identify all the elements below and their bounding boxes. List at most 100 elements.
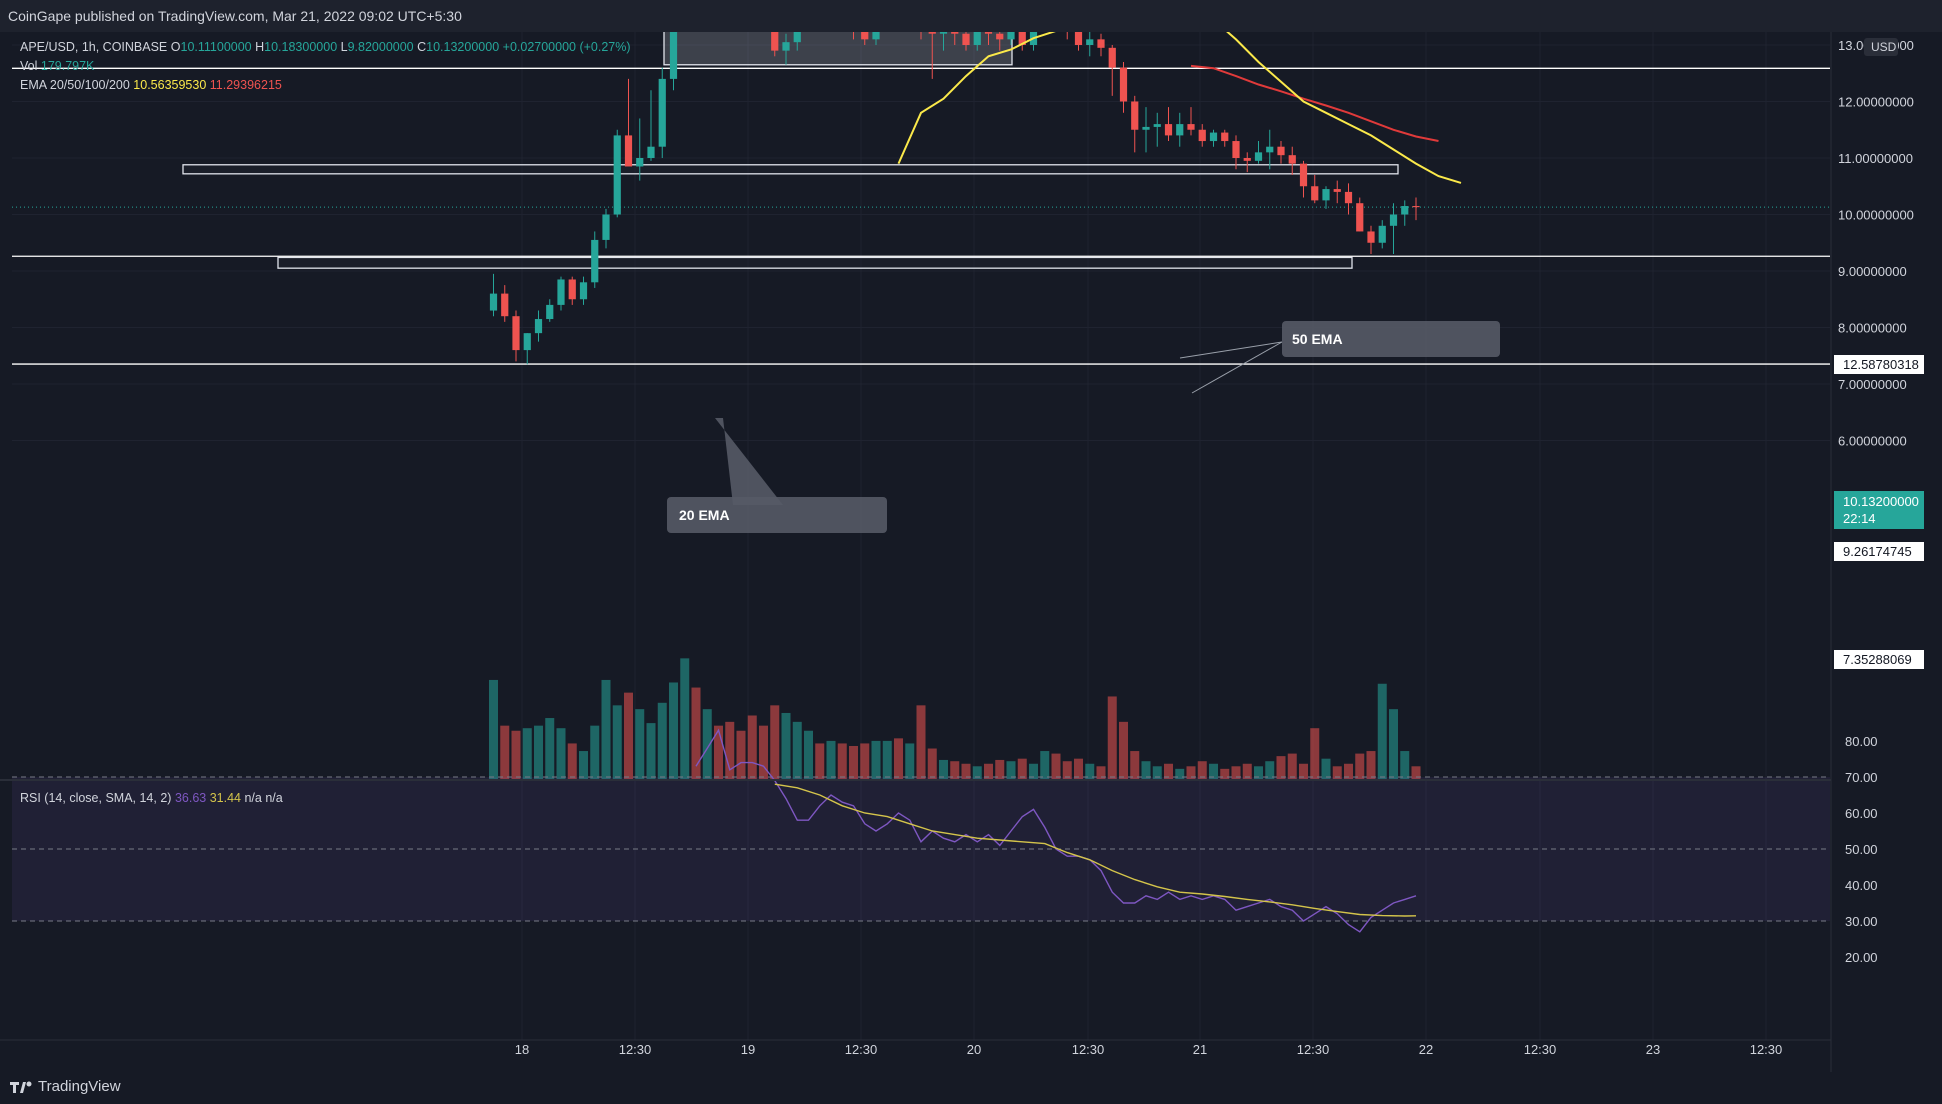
candle-body[interactable] [1164, 124, 1173, 136]
rsi-line [695, 728, 1417, 933]
candle-body[interactable] [613, 135, 621, 215]
rsi-tick-label: 60.00 [1845, 806, 1878, 821]
volume-bar [815, 743, 825, 779]
candle-body[interactable] [996, 33, 1004, 40]
volume-bar [916, 705, 926, 779]
candle-body[interactable] [861, 32, 869, 40]
candle-body[interactable] [523, 333, 531, 351]
volume-bar [691, 687, 701, 779]
currency-label: USD [1871, 40, 1897, 54]
candle-body[interactable] [1277, 146, 1285, 156]
ema20-value: 10.56359530 [133, 78, 206, 92]
candle-body[interactable] [1356, 203, 1364, 232]
candle-body[interactable] [1254, 152, 1263, 161]
candle-body[interactable] [1412, 206, 1420, 208]
candle-body[interactable] [1018, 32, 1026, 45]
candle-body[interactable] [1243, 158, 1251, 161]
candle-body[interactable] [1378, 225, 1386, 243]
bottom-bar [0, 1073, 1942, 1104]
candle-body[interactable] [1299, 163, 1308, 187]
axes: 6.00000000 7.00000000 8.00000000 9.00000000… [0, 32, 1914, 1072]
last-price-label: 10.13200000 [1843, 494, 1919, 509]
low-label: L [341, 40, 348, 54]
candle-body[interactable] [793, 32, 801, 43]
candle-body[interactable] [636, 158, 644, 167]
candle-body[interactable] [546, 304, 554, 320]
candle-body[interactable] [579, 282, 588, 300]
candle-body[interactable] [1097, 39, 1105, 48]
candle-body[interactable] [872, 32, 880, 40]
time-tick-label: 12:30 [845, 1042, 878, 1057]
candle-body[interactable] [501, 293, 509, 317]
candle-body[interactable] [669, 32, 678, 79]
candle-body[interactable] [1344, 191, 1353, 204]
volume-bar [826, 740, 836, 779]
currency-badge[interactable] [1864, 38, 1898, 56]
candle-body[interactable] [647, 146, 655, 158]
price-chart[interactable]: 50 EMA 20 EMA 6.00000000 7.00000000 8.0000… [0, 32, 1942, 1073]
candle-body[interactable] [984, 32, 993, 34]
rsi-tick-label: 30.00 [1845, 914, 1878, 929]
candle-body[interactable] [557, 279, 565, 305]
rsi-pane[interactable] [12, 728, 1830, 933]
candle-body[interactable] [1389, 214, 1398, 226]
candle-body[interactable] [512, 316, 520, 351]
candle-body[interactable] [624, 135, 633, 167]
candle-body[interactable] [1311, 186, 1319, 201]
candle-body[interactable] [591, 239, 599, 283]
candle-body[interactable] [1221, 132, 1229, 142]
candle-body[interactable] [1153, 124, 1161, 127]
candle-body[interactable] [1108, 47, 1116, 68]
volume-bar [545, 718, 555, 779]
time-tick-label: 12:30 [1750, 1042, 1783, 1057]
candle-body[interactable] [1142, 126, 1150, 130]
volume-bar [1411, 766, 1421, 779]
vol-label: Vol [20, 59, 37, 73]
candle-body[interactable] [1232, 141, 1240, 158]
time-tick-label: 12:30 [1297, 1042, 1330, 1057]
candle-body[interactable] [568, 279, 576, 300]
ema50-label-box[interactable] [1282, 321, 1500, 357]
candles[interactable] [489, 32, 1420, 365]
candle-body[interactable] [962, 33, 970, 45]
candle-body[interactable] [1288, 155, 1296, 164]
volume-bar [579, 751, 588, 779]
candle-body[interactable] [1086, 39, 1094, 45]
candle-body[interactable] [939, 32, 948, 34]
price-badges: 12.58780318 10.13200000 22:14 9.26174745… [1834, 355, 1924, 669]
candle-body[interactable] [602, 214, 610, 240]
candle-body[interactable] [782, 42, 790, 51]
time-tick-label: 12:30 [1524, 1042, 1557, 1057]
high-label: H [255, 40, 264, 54]
candle-body[interactable] [1176, 124, 1184, 136]
volume-bar [1006, 761, 1016, 779]
ema20-label-box[interactable] [667, 497, 887, 533]
time-tick-label: 23 [1646, 1042, 1660, 1057]
candle-body[interactable] [1209, 132, 1218, 142]
tradingview-brand[interactable]: TradingView [10, 1078, 121, 1095]
candle-body[interactable] [928, 32, 936, 34]
candle-body[interactable] [771, 32, 779, 51]
candle-body[interactable] [1266, 146, 1274, 153]
volume-bar [1299, 763, 1308, 779]
candle-body[interactable] [1074, 32, 1083, 45]
candle-body[interactable] [951, 32, 959, 34]
candle-body[interactable] [1333, 189, 1341, 192]
candle-body[interactable] [489, 293, 498, 311]
candle-body[interactable] [1131, 101, 1139, 130]
horizontal-levels [12, 67, 1830, 365]
candle-body[interactable] [1007, 32, 1015, 40]
candle-body[interactable] [1187, 124, 1195, 130]
volume-bar [522, 728, 532, 779]
volume-bar [1062, 761, 1072, 779]
candle-body[interactable] [658, 78, 666, 147]
candle-body[interactable] [534, 319, 543, 334]
ema20-label: 20 EMA [679, 507, 730, 523]
volume-bar [939, 759, 948, 779]
candle-body[interactable] [1367, 231, 1375, 243]
candle-body[interactable] [1119, 67, 1128, 102]
candle-body[interactable] [1401, 206, 1409, 215]
candle-body[interactable] [1198, 129, 1206, 142]
candle-body[interactable] [973, 32, 981, 45]
candle-body[interactable] [1322, 189, 1330, 201]
